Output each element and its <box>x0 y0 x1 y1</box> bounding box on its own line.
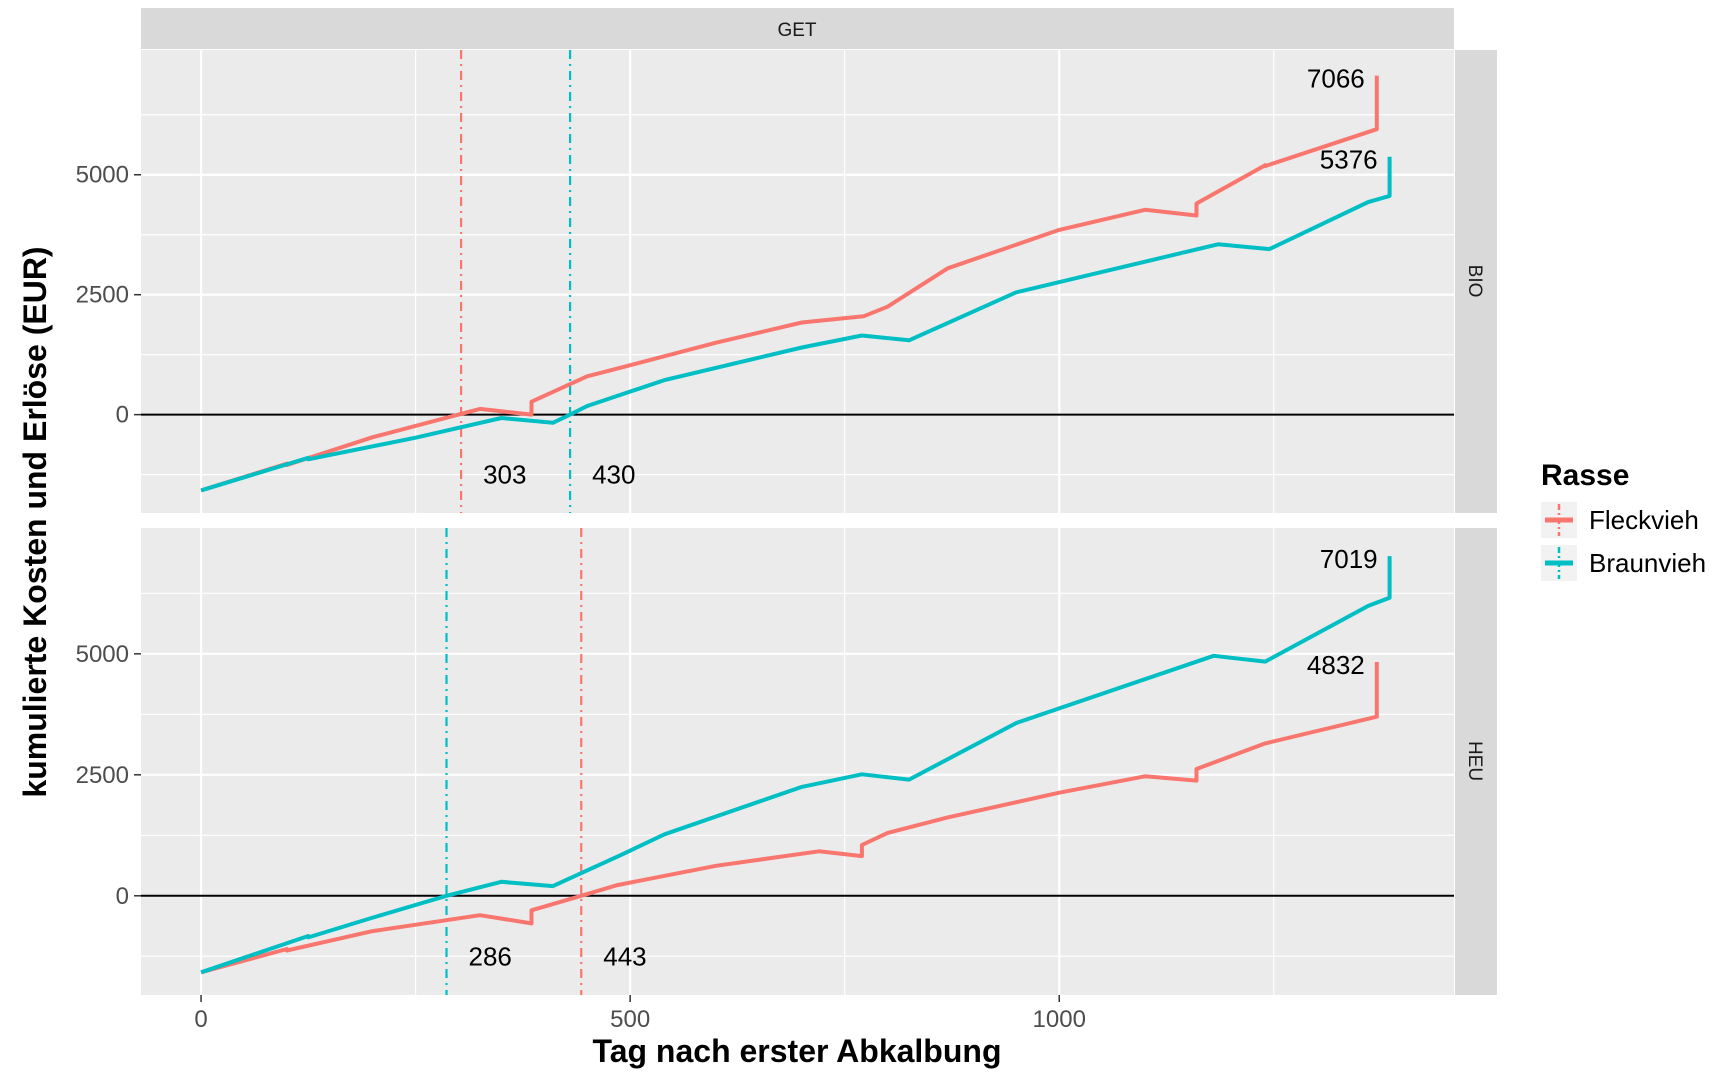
end-label-fleckvieh-bio: 7066 <box>1307 64 1365 94</box>
series-line-braunvieh-bio <box>200 156 1392 493</box>
x-tick-label: 1000 <box>1033 1006 1086 1033</box>
y-tick-label-bio: 5000 <box>76 162 129 189</box>
legend-item-braunvieh: Braunvieh <box>1541 545 1706 581</box>
series-line-braunvieh-heu <box>200 556 1392 975</box>
legend-label-braunvieh: Braunvieh <box>1589 548 1706 578</box>
axis-layer: 0 2500 5000 0 2500 5000 0 500 1000 <box>76 162 1086 1033</box>
legend-label-fleckvieh: Fleckvieh <box>1589 505 1699 535</box>
x-tick-label: 500 <box>610 1006 650 1033</box>
crossing-lines-layer <box>445 50 583 995</box>
legend-item-fleckvieh: Fleckvieh <box>1541 502 1699 538</box>
legend-title: Rasse <box>1541 459 1629 492</box>
crossing-label-braunvieh-bio: 430 <box>592 460 635 490</box>
series-line-fleckvieh-heu <box>200 662 1379 975</box>
y-tick-label-bio: 0 <box>116 402 129 429</box>
strip-top-bg <box>141 8 1454 49</box>
series-layer <box>200 75 1392 975</box>
y-tick-label-heu: 0 <box>116 883 129 910</box>
y-tick-label-heu: 2500 <box>76 762 129 789</box>
crossing-label-fleckvieh-bio: 303 <box>483 460 526 490</box>
end-label-braunvieh-heu: 7019 <box>1320 544 1378 574</box>
panel-bio-bg <box>141 50 1454 513</box>
crossing-label-braunvieh-heu: 286 <box>469 941 512 971</box>
y-tick-label-heu: 5000 <box>76 641 129 668</box>
x-axis-title: Tag nach erster Abkalbung <box>593 1033 1002 1069</box>
series-line-fleckvieh-bio <box>200 75 1379 493</box>
end-label-fleckvieh-heu: 4832 <box>1307 650 1365 680</box>
crossing-label-fleckvieh-heu: 443 <box>603 941 646 971</box>
strip-right-bio-label: BIO <box>1464 265 1485 298</box>
annotation-layer: 303 430 7066 5376 286 443 7019 4832 <box>469 64 1378 972</box>
strip-right-heu-label: HEU <box>1464 741 1485 781</box>
panel-heu-bg <box>141 528 1454 995</box>
y-tick-label-bio: 2500 <box>76 282 129 309</box>
end-label-braunvieh-bio: 5376 <box>1320 145 1378 175</box>
strip-right-heu-bg <box>1455 528 1497 995</box>
x-tick-label: 0 <box>194 1006 207 1033</box>
legend: Rasse Fleckvieh Braunvieh <box>1541 459 1706 581</box>
y-axis-title: kumulierte Kosten und Erlöse (EUR) <box>17 246 53 797</box>
strip-right-bio-bg <box>1455 50 1497 513</box>
strip-top-label: GET <box>777 20 816 41</box>
